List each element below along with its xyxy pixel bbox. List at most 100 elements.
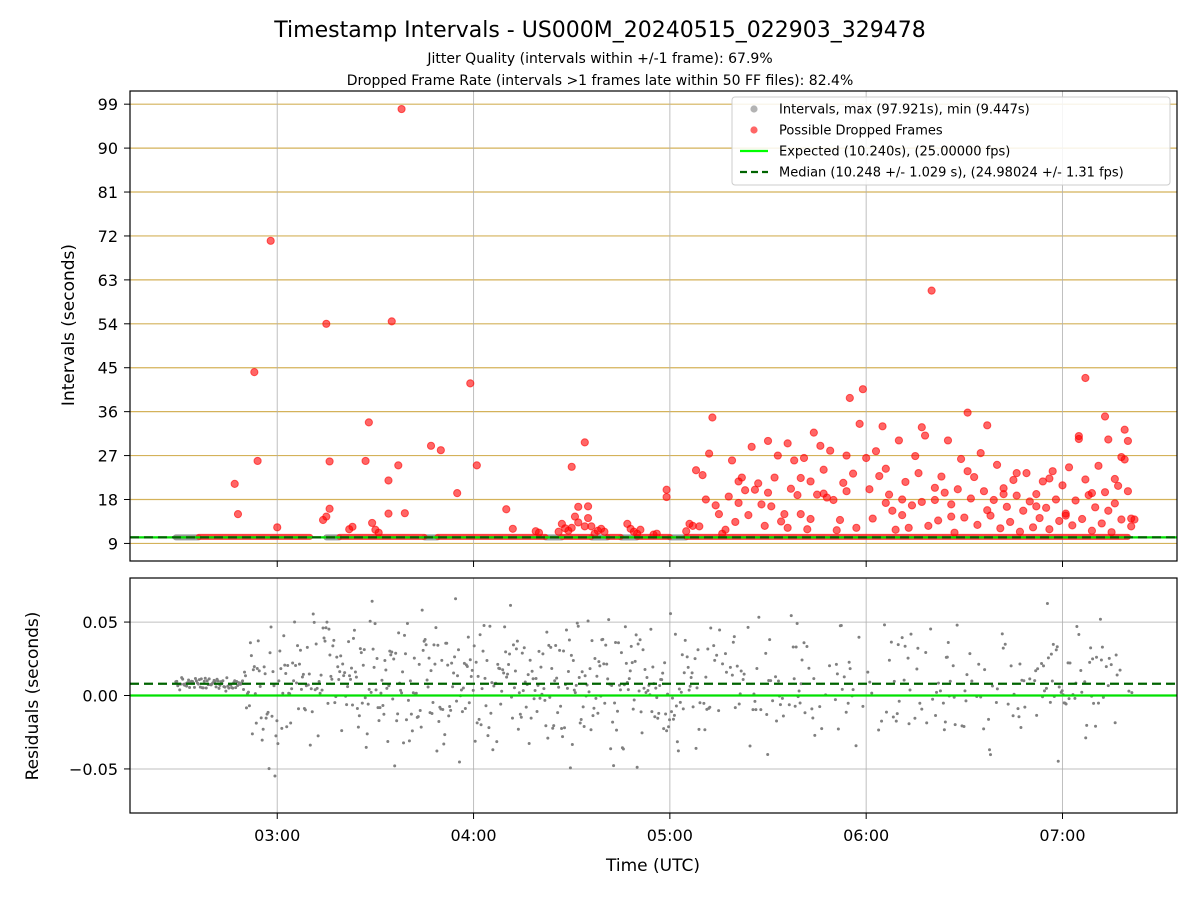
residual-point — [1098, 617, 1102, 621]
residual-point — [277, 679, 281, 683]
dropped-frame-point — [937, 472, 946, 481]
residual-point — [836, 727, 840, 731]
residual-point — [892, 679, 896, 683]
residual-point — [1033, 679, 1037, 683]
residual-point — [181, 677, 185, 681]
residual-point — [674, 704, 678, 708]
dropped-frame-point — [724, 492, 733, 501]
residual-point — [1094, 724, 1098, 728]
residual-point — [640, 731, 644, 735]
top-y-tick-label: 36 — [98, 403, 118, 422]
residual-point — [480, 687, 484, 691]
residual-point — [390, 650, 394, 654]
residual-point — [1060, 689, 1064, 693]
residual-point — [833, 698, 837, 702]
residual-point — [202, 679, 206, 683]
residual-point — [357, 714, 361, 718]
residual-point — [751, 708, 755, 712]
residual-point — [435, 749, 439, 753]
dropped-frame-point — [1061, 511, 1070, 520]
residual-point — [670, 696, 674, 700]
residual-point — [709, 626, 713, 630]
residual-point — [678, 700, 682, 704]
residual-point — [612, 764, 616, 768]
residual-point — [1109, 663, 1113, 667]
residual-point — [380, 678, 384, 682]
residual-point — [778, 703, 782, 707]
residual-point — [260, 738, 264, 742]
residual-point — [452, 671, 456, 675]
dropped-frame-point — [230, 479, 239, 488]
residual-point — [204, 686, 208, 690]
residual-point — [294, 663, 298, 667]
residual-point — [598, 664, 602, 668]
residual-point — [252, 665, 256, 669]
residual-point — [311, 612, 315, 616]
dropped-frame-point — [757, 500, 766, 509]
residual-point — [982, 727, 986, 731]
dropped-frame-point — [780, 510, 789, 519]
residual-point — [264, 716, 268, 720]
residual-point — [1079, 668, 1083, 672]
residual-point — [530, 669, 534, 673]
dropped-frame-point — [930, 483, 939, 492]
residual-point — [942, 728, 946, 732]
residual-point — [203, 676, 207, 680]
residual-point — [891, 715, 895, 719]
legend-label: Possible Dropped Frames — [779, 124, 943, 139]
residual-point — [880, 719, 884, 723]
residual-point — [241, 679, 245, 683]
residual-point — [561, 735, 565, 739]
dropped-frame-point — [875, 471, 884, 481]
residual-point — [688, 684, 692, 688]
residual-point — [990, 684, 994, 688]
residual-point — [386, 739, 390, 743]
residual-point — [931, 697, 935, 701]
residual-point — [602, 662, 606, 666]
residual-point — [409, 712, 413, 716]
residual-point — [1003, 642, 1007, 646]
residual-point — [554, 643, 558, 647]
residual-point — [316, 734, 320, 738]
dropped-frame-point — [273, 523, 282, 532]
residual-point — [616, 641, 620, 645]
dropped-frame-point — [1055, 516, 1064, 526]
residual-point — [1000, 632, 1004, 636]
residual-point — [924, 650, 928, 654]
residual-point — [244, 706, 248, 710]
residual-point — [292, 679, 296, 683]
residual-point — [1051, 642, 1055, 646]
residual-point — [848, 667, 852, 671]
residual-point — [577, 676, 581, 680]
residual-point — [281, 691, 285, 695]
residual-point — [654, 686, 658, 690]
dropped-frame-point — [1032, 490, 1041, 499]
residual-point — [615, 728, 619, 732]
dropped-frame-point — [394, 461, 403, 470]
residual-point — [417, 662, 421, 666]
residual-point — [1019, 726, 1023, 730]
residual-point — [637, 689, 641, 693]
residual-point — [689, 676, 693, 680]
residual-point — [216, 679, 220, 683]
residual-point — [907, 722, 911, 726]
residual-point — [291, 661, 295, 665]
dropped-frame-point — [1100, 488, 1110, 497]
residual-point — [406, 698, 410, 702]
residual-point — [207, 677, 211, 681]
residual-point — [432, 643, 436, 647]
residual-point — [373, 622, 377, 626]
residual-point — [378, 706, 382, 710]
residual-point — [356, 725, 360, 729]
dropped-frame-point — [233, 510, 243, 519]
residual-point — [451, 685, 455, 689]
residual-point — [645, 676, 649, 680]
residual-point — [1080, 690, 1084, 694]
residual-point — [1001, 646, 1005, 650]
residual-point — [730, 673, 734, 677]
dropped-frame-point — [845, 393, 854, 403]
residual-point — [580, 670, 584, 674]
residual-point — [199, 677, 203, 681]
residual-point — [943, 720, 947, 724]
residual-point — [887, 658, 891, 662]
